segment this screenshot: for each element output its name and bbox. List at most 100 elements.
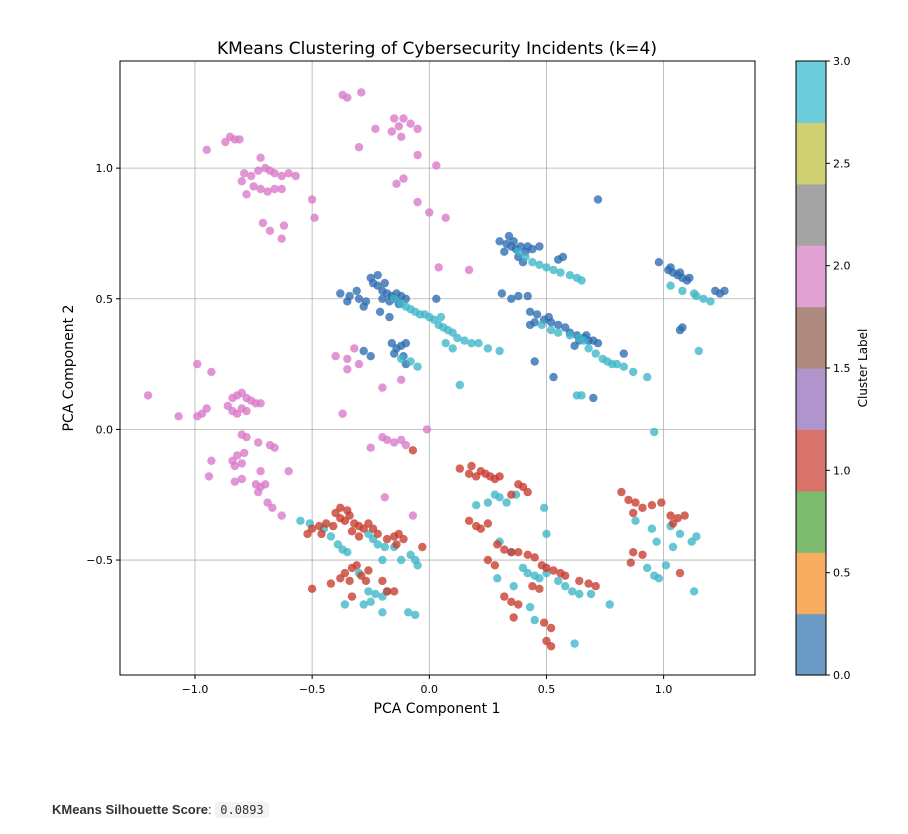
- data-point: [565, 271, 575, 280]
- data-point: [279, 221, 289, 230]
- data-point: [575, 576, 584, 586]
- data-point: [593, 339, 603, 348]
- data-point: [373, 271, 382, 280]
- data-point: [397, 132, 406, 141]
- data-point: [338, 409, 347, 418]
- data-point: [350, 344, 359, 353]
- data-point: [343, 297, 352, 306]
- data-point: [307, 195, 317, 204]
- colorbar: [795, 60, 827, 676]
- data-point: [422, 425, 432, 434]
- data-point: [230, 477, 239, 486]
- grid-lines: [120, 61, 755, 675]
- data-point: [694, 346, 703, 356]
- data-point: [490, 561, 500, 570]
- colorbar-segment: [796, 490, 826, 553]
- data-point: [373, 540, 382, 549]
- data-point: [675, 268, 685, 277]
- data-point: [361, 576, 371, 586]
- data-point: [354, 143, 364, 152]
- colorbar-segment: [796, 552, 826, 615]
- data-point: [495, 472, 504, 481]
- data-point: [343, 354, 352, 364]
- data-point: [240, 448, 249, 458]
- data-point: [612, 359, 621, 369]
- data-point: [174, 412, 183, 421]
- data-point: [464, 265, 474, 275]
- data-point: [249, 182, 258, 191]
- x-tick-label: −0.5: [299, 683, 326, 696]
- data-point: [242, 190, 251, 199]
- data-point: [530, 553, 539, 562]
- data-point: [432, 294, 441, 303]
- data-point: [408, 446, 418, 455]
- data-point: [418, 542, 427, 552]
- data-point: [382, 587, 392, 596]
- data-point: [193, 359, 202, 369]
- colorbar-label: Cluster Label: [856, 329, 870, 408]
- data-point: [436, 312, 446, 322]
- data-point: [455, 464, 464, 473]
- data-point: [643, 563, 652, 573]
- data-point: [549, 372, 558, 382]
- data-point: [535, 260, 544, 269]
- data-point: [230, 461, 239, 471]
- data-point: [270, 184, 279, 194]
- data-point: [535, 574, 544, 583]
- data-point: [326, 579, 336, 588]
- data-point: [378, 576, 387, 586]
- data-point: [331, 352, 340, 361]
- data-point: [657, 498, 666, 507]
- data-point: [326, 532, 336, 541]
- data-point: [256, 467, 265, 476]
- data-point: [528, 582, 537, 591]
- data-point: [364, 566, 373, 575]
- data-point: [584, 344, 593, 353]
- data-point: [647, 501, 657, 510]
- data-point: [539, 503, 549, 512]
- data-point: [497, 289, 507, 298]
- data-point: [565, 331, 575, 340]
- data-point: [521, 252, 530, 262]
- silhouette-score-line: KMeans Silhouette Score: 0.0893: [52, 802, 269, 818]
- data-point: [390, 114, 399, 123]
- data-point: [441, 213, 450, 222]
- data-point: [380, 493, 389, 502]
- data-point: [366, 597, 375, 606]
- data-point: [359, 302, 368, 311]
- data-point: [668, 519, 678, 528]
- data-point: [378, 383, 387, 392]
- data-point: [631, 516, 640, 525]
- data-point: [336, 574, 345, 583]
- data-point: [593, 195, 603, 204]
- x-tick-label: 0.5: [538, 683, 556, 696]
- data-point: [347, 592, 357, 601]
- data-point: [675, 568, 685, 578]
- data-point: [397, 375, 406, 384]
- colorbar-segment: [796, 306, 826, 369]
- data-point: [483, 498, 493, 507]
- data-point: [532, 310, 542, 319]
- data-point: [399, 534, 408, 544]
- data-point: [523, 242, 532, 251]
- data-point: [666, 263, 675, 272]
- silhouette-score-label: KMeans Silhouette Score: [52, 802, 209, 817]
- data-point: [554, 328, 563, 337]
- data-point: [204, 472, 214, 481]
- data-point: [322, 519, 331, 528]
- data-point: [495, 346, 504, 356]
- data-point: [408, 511, 418, 520]
- data-point: [495, 493, 504, 502]
- data-point: [546, 623, 556, 633]
- data-point: [617, 487, 626, 497]
- data-point: [378, 608, 387, 617]
- data-point: [631, 498, 640, 507]
- data-point: [261, 480, 270, 489]
- colorbar-tick-label: 2.0: [833, 260, 851, 273]
- data-point: [413, 124, 422, 134]
- data-point: [525, 602, 535, 612]
- data-point: [692, 532, 701, 541]
- data-point: [650, 427, 659, 437]
- colorbar-tick-label: 1.0: [833, 464, 851, 477]
- data-point: [401, 440, 411, 450]
